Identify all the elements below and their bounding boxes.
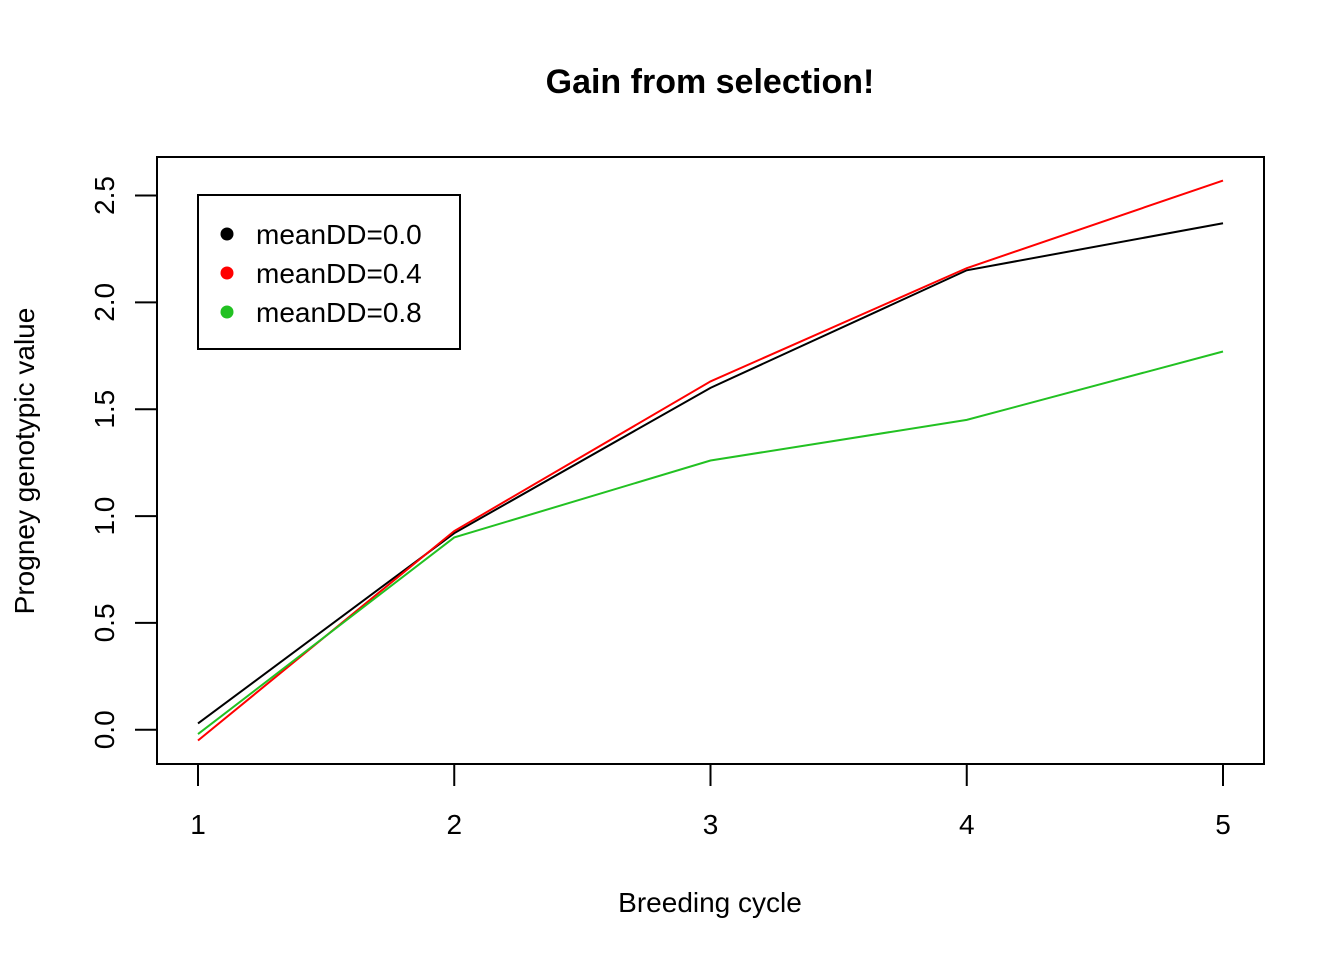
y-tick-label: 0.0: [89, 710, 120, 749]
x-tick-label: 4: [959, 809, 975, 840]
y-axis: 0.0 0.5 1.0 1.5 2.0 2.5: [89, 176, 158, 749]
chart-title: Gain from selection!: [546, 63, 875, 101]
x-tick-label: 5: [1215, 809, 1231, 840]
y-tick-label: 1.5: [89, 390, 120, 429]
x-axis: 1 2 3 4 5: [190, 763, 1231, 840]
legend-label: meanDD=0.4: [256, 258, 422, 289]
legend: meanDD=0.0 meanDD=0.4 meanDD=0.8: [197, 194, 461, 350]
y-tick-label: 1.0: [89, 497, 120, 536]
x-tick-label: 1: [190, 809, 206, 840]
x-tick-label: 3: [703, 809, 719, 840]
y-axis-label: Progney genotypic value: [9, 308, 40, 615]
y-tick-label: 2.0: [89, 283, 120, 322]
y-tick-label: 0.5: [89, 603, 120, 642]
x-tick-label: 2: [446, 809, 462, 840]
legend-label: meanDD=0.8: [256, 297, 422, 328]
x-axis-label: Breeding cycle: [618, 887, 802, 918]
legend-marker: [220, 266, 234, 280]
legend-label: meanDD=0.0: [256, 219, 422, 250]
legend-box: [197, 194, 461, 350]
y-tick-label: 2.5: [89, 176, 120, 215]
series-lines: [197, 179, 1224, 742]
series-line-3: [197, 350, 1224, 735]
legend-marker: [220, 227, 234, 241]
legend-marker: [220, 305, 234, 319]
